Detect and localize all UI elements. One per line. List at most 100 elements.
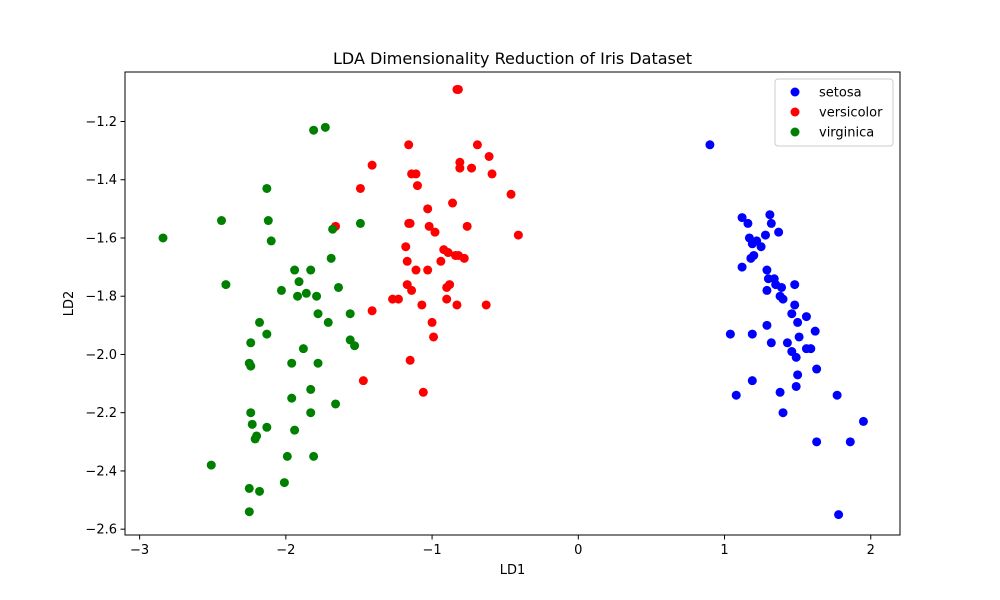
point-versicolor-31 [459, 253, 469, 263]
point-versicolor-29 [402, 256, 412, 266]
point-setosa-19 [762, 285, 772, 295]
point-versicolor-47 [405, 355, 415, 365]
point-versicolor-23 [513, 230, 523, 240]
point-setosa-42 [731, 390, 741, 400]
point-virginica-48 [244, 507, 254, 517]
legend-label-virginica: virginica [819, 126, 874, 141]
point-setosa-45 [778, 408, 788, 418]
legend-marker-versicolor [790, 107, 800, 117]
point-virginica-45 [279, 478, 289, 488]
y-tick-label: −1.2 [85, 115, 117, 130]
y-tick-label: −1.4 [85, 173, 117, 188]
point-versicolor-4 [484, 151, 494, 161]
y-axis-label: LD2 [62, 291, 77, 317]
legend-marker-virginica [790, 127, 800, 137]
point-virginica-25 [350, 341, 360, 351]
point-setosa-18 [777, 282, 787, 292]
points-layer [158, 84, 868, 520]
point-versicolor-22 [430, 227, 440, 237]
x-tick-label: 0 [574, 543, 582, 558]
legend-frame [774, 78, 894, 147]
point-setosa-26 [793, 317, 803, 327]
y-tick-label: −2.0 [85, 348, 117, 363]
point-setosa-23 [790, 300, 800, 310]
point-setosa-40 [747, 376, 757, 386]
point-setosa-43 [775, 387, 785, 397]
point-versicolor-18 [404, 218, 414, 228]
point-virginica-10 [290, 265, 300, 275]
point-versicolor-7 [455, 163, 465, 173]
point-setosa-33 [782, 338, 792, 348]
point-virginica-5 [355, 218, 365, 228]
point-setosa-48 [845, 437, 855, 447]
point-virginica-0 [309, 125, 319, 135]
point-virginica-47 [255, 486, 265, 496]
point-virginica-23 [262, 329, 272, 339]
point-versicolor-44 [367, 306, 377, 316]
point-virginica-46 [244, 483, 254, 493]
point-virginica-29 [313, 358, 323, 368]
point-versicolor-42 [452, 300, 462, 310]
point-setosa-32 [766, 338, 776, 348]
point-setosa-3 [765, 210, 775, 220]
point-setosa-28 [725, 329, 735, 339]
point-virginica-4 [263, 216, 273, 226]
point-setosa-38 [812, 364, 822, 374]
point-setosa-1 [737, 213, 747, 223]
legend-marker-setosa [790, 87, 800, 97]
point-virginica-39 [290, 425, 300, 435]
legend: setosa versicolor virginica [774, 78, 894, 147]
point-versicolor-12 [412, 181, 422, 191]
point-virginica-9 [326, 253, 336, 263]
point-versicolor-41 [417, 300, 427, 310]
point-setosa-37 [791, 352, 801, 362]
y-tick-label: −1.6 [85, 231, 117, 246]
x-tick-label: −3 [130, 543, 149, 558]
x-tick-label: −1 [422, 543, 441, 558]
point-versicolor-14 [506, 189, 516, 199]
point-virginica-35 [246, 408, 256, 418]
x-tick-label: 2 [867, 543, 875, 558]
point-versicolor-15 [448, 198, 458, 208]
point-virginica-27 [246, 338, 256, 348]
point-setosa-30 [794, 332, 804, 342]
x-axis-label: LD1 [500, 563, 526, 578]
point-setosa-22 [790, 280, 800, 290]
point-virginica-36 [306, 408, 316, 418]
point-versicolor-30 [436, 256, 446, 266]
point-versicolor-10 [411, 169, 421, 179]
point-virginica-22 [323, 317, 333, 327]
point-virginica-19 [313, 309, 323, 319]
point-versicolor-2 [472, 140, 482, 150]
point-virginica-26 [298, 344, 308, 354]
point-versicolor-11 [487, 169, 497, 179]
point-versicolor-48 [358, 376, 368, 386]
point-versicolor-32 [411, 265, 421, 275]
point-virginica-17 [293, 291, 303, 301]
point-setosa-44 [832, 390, 842, 400]
point-versicolor-49 [418, 387, 428, 397]
point-versicolor-8 [367, 160, 377, 170]
point-setosa-21 [778, 294, 788, 304]
point-virginica-7 [158, 233, 168, 243]
point-setosa-9 [756, 242, 766, 252]
axes-layer: −3 −2 −1 0 1 2 −2.6 −2.4 −2.2 −2.0 −1.8 −1.6 −1.4 −1.… [85, 115, 874, 558]
point-virginica-16 [301, 288, 311, 298]
point-virginica-34 [287, 393, 297, 403]
point-versicolor-45 [427, 317, 437, 327]
point-virginica-33 [331, 399, 341, 409]
point-versicolor-13 [355, 183, 365, 193]
point-virginica-20 [345, 309, 355, 319]
point-setosa-39 [793, 370, 803, 380]
point-setosa-10 [760, 230, 770, 240]
point-versicolor-26 [443, 248, 453, 258]
point-virginica-11 [306, 265, 316, 275]
point-virginica-8 [266, 236, 276, 246]
point-setosa-29 [747, 329, 757, 339]
point-versicolor-24 [401, 242, 411, 252]
point-virginica-13 [221, 280, 231, 290]
point-setosa-2 [743, 218, 753, 228]
point-virginica-12 [294, 277, 304, 287]
point-setosa-46 [858, 416, 868, 426]
